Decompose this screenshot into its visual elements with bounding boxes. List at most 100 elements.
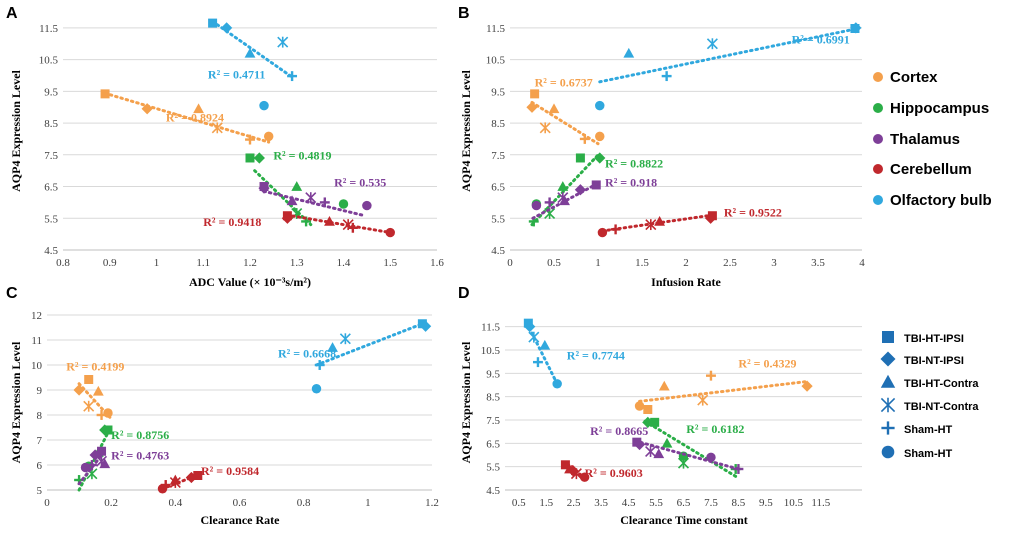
chart-b-point-cortex — [579, 133, 590, 144]
panel-b: 4.55.56.57.58.59.510.511.50 0.5 1 1.5 2 2.5 3 3… — [459, 22, 865, 289]
chart-a-point-cortex — [211, 122, 223, 134]
group-legend-item: Sham-HT — [881, 421, 953, 436]
group-legend-label: TBI-NT-Contra — [904, 401, 979, 413]
chart-c-y-tick-label: 9 — [37, 385, 43, 397]
chart-a-y-tick-label: 4.5 — [44, 245, 58, 257]
chart-a-y-tick-label: 6.5 — [44, 182, 58, 194]
chart-a-point-thalamus — [319, 197, 330, 208]
chart-d-point-olfactory-bulb — [528, 331, 540, 343]
chart-d-point-thalamus — [645, 445, 657, 458]
chart-a-trendline-hippocampus — [253, 169, 313, 227]
chart-a-point-hippocampus — [291, 181, 303, 191]
chart-d-x-tick-label: 8.5 — [732, 497, 746, 509]
group-legend-label: TBI-HT-Contra — [904, 378, 979, 390]
region-legend-item: Hippocampus — [873, 100, 989, 117]
chart-d-y-tick-label: 10.5 — [481, 345, 501, 357]
chart-d-y-tick-label: 7.5 — [486, 415, 500, 427]
chart-b-x-tick-label: 0.5 — [547, 257, 561, 269]
group-legend-marker — [880, 397, 896, 413]
group-legend-marker — [880, 351, 896, 367]
region-legend-item: Thalamus — [873, 131, 960, 148]
chart-b-r2-label-cortex: R² = 0.6737 — [535, 76, 593, 90]
chart-d-point-cerebellum — [567, 465, 578, 476]
chart-a-point-thalamus — [286, 195, 298, 206]
chart-a-point-olfactory-bulb — [287, 71, 298, 82]
chart-d-trendline-cortex — [638, 380, 809, 403]
chart-b-point-cerebellum — [610, 224, 621, 235]
chart-b-point-olfactory-bulb — [595, 100, 605, 111]
chart-b-y-axis-title: AQP4 Expression Level — [459, 69, 473, 191]
plus-marker-icon — [881, 421, 895, 435]
chart-c-point-olfactory-bulb — [311, 384, 322, 394]
chart-c-point-olfactory-bulb — [419, 320, 432, 332]
region-legend-swatch — [873, 72, 883, 82]
chart-d-y-tick-label: 8.5 — [486, 392, 500, 404]
chart-d-x-tick-label: 7.5 — [704, 497, 718, 509]
region-legend-swatch — [873, 103, 883, 113]
chart-a-point-cerebellum — [324, 216, 335, 226]
chart-d-point-hippocampus — [642, 416, 654, 428]
chart-d-x-tick-label: 9.5 — [759, 497, 773, 509]
chart-b-r2-label-hippocampus: R² = 0.8822 — [605, 156, 663, 170]
chart-d-x-tick-label: 1.5 — [539, 497, 553, 509]
chart-a-point-thalamus — [258, 182, 270, 194]
chart-b-point-olfactory-bulb — [623, 47, 635, 58]
chart-b-point-cortex — [595, 131, 605, 142]
chart-c-point-olfactory-bulb — [327, 342, 338, 352]
chart-b-x-tick-label: 1.5 — [635, 257, 649, 269]
chart-b-point-cerebellum — [705, 212, 717, 224]
chart-c-x-tick-label: 0.6 — [233, 497, 247, 509]
chart-d-r2-label-thalamus: R² = 0.8665 — [590, 424, 648, 438]
chart-d-y-tick-label: 4.5 — [486, 485, 500, 497]
chart-b-point-thalamus — [591, 180, 601, 190]
chart-a-r2-label-hippocampus: R² = 0.4819 — [273, 149, 331, 163]
chart-c-x-tick-label: 0 — [44, 497, 50, 509]
chart-d-point-olfactory-bulb — [539, 339, 551, 350]
group-legend-marker — [882, 331, 894, 343]
chart-b-x-tick-label: 2.5 — [723, 257, 737, 269]
chart-a-point-olfactory-bulb — [244, 47, 256, 58]
chart-c-point-hippocampus — [99, 424, 111, 436]
chart-d-point-olfactory-bulb — [524, 321, 536, 333]
group-legend-marker — [881, 421, 895, 435]
group-legend-item: TBI-NT-Contra — [880, 397, 979, 413]
region-legend-label: Thalamus — [890, 131, 960, 148]
chart-d-x-axis-title: Clearance Time constant — [620, 513, 748, 527]
chart-b-trendline-olfactory-bulb — [598, 27, 855, 84]
chart-a-r2-label-thalamus: R² = 0.535 — [334, 176, 386, 190]
chart-a-x-tick-label: 1.4 — [337, 257, 351, 269]
group-legend-label: TBI-NT-IPSI — [904, 355, 964, 367]
region-legend-swatch — [873, 134, 883, 144]
chart-a-x-tick-label: 1.3 — [290, 257, 304, 269]
chart-c-point-cerebellum — [193, 471, 203, 480]
chart-a-point-cerebellum — [385, 227, 395, 238]
chart-c-x-axis-title: Clearance Rate — [201, 513, 281, 527]
chart-b-point-hippocampus — [557, 181, 569, 191]
panel-label-c: C — [6, 285, 18, 302]
region-legend-label: Hippocampus — [890, 100, 989, 117]
chart-a-trendline-olfactory-bulb — [215, 23, 294, 79]
chart-a-y-tick-label: 5.5 — [44, 213, 58, 225]
panel-d: 4.5 5.5 6.5 7.5 8.5 9.5 10.5 11.5 0.5 1.5 2.5 3.5 4.… — [459, 318, 862, 527]
chart-c-x-tick-label: 0.4 — [168, 497, 182, 509]
chart-c-r2-label-cerebellum: R² = 0.9584 — [201, 464, 259, 478]
region-legend-item: Cerebellum — [873, 161, 972, 178]
region-legend-swatch — [873, 195, 883, 205]
chart-c-y-tick-label: 6 — [37, 460, 43, 472]
chart-b-point-cerebellum — [654, 216, 665, 226]
chart-b-y-tick-label: 5.5 — [491, 213, 505, 225]
chart-d-trendline-hippocampus — [643, 419, 739, 479]
chart-c-point-cortex — [73, 384, 85, 396]
chart-b-point-olfactory-bulb — [850, 22, 862, 34]
chart-d-r2-label-cortex: R² = 0.4329 — [738, 357, 796, 371]
chart-d-x-tick-label: 10.5 — [784, 497, 804, 509]
chart-d-point-cortex — [706, 370, 716, 381]
group-legend-label: Sham-HT — [904, 448, 953, 460]
chart-b-x-tick-label: 1 — [595, 257, 601, 269]
chart-a-y-tick-label: 7.5 — [44, 150, 58, 162]
chart-b-y-tick-label: 4.5 — [491, 245, 505, 257]
chart-d-point-thalamus — [706, 452, 716, 463]
group-legend-item: TBI-NT-IPSI — [880, 351, 964, 367]
chart-d-point-cerebellum — [579, 472, 590, 482]
chart-b-trendline-thalamus — [531, 181, 600, 220]
